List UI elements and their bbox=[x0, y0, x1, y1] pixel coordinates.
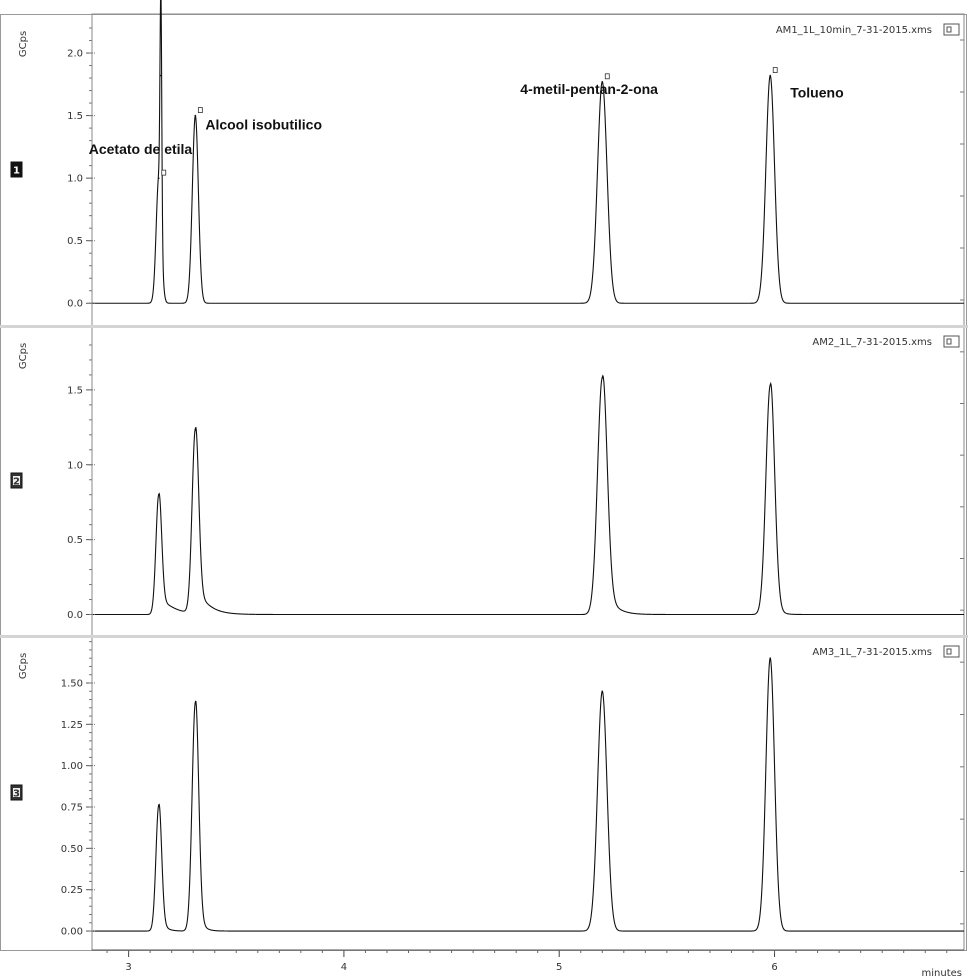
y-tick-label: 0.5 bbox=[67, 535, 83, 546]
y-tick-label: 1.5 bbox=[67, 385, 83, 396]
panel-separator bbox=[0, 635, 968, 638]
trace-badge-inner bbox=[13, 476, 20, 485]
y-tick-label: 0.0 bbox=[67, 610, 83, 621]
y-tick-label: 1.0 bbox=[67, 460, 83, 471]
y-tick-label: 0.25 bbox=[61, 885, 83, 896]
peak-apex bbox=[194, 114, 197, 117]
peak-marker bbox=[161, 169, 167, 176]
y-tick-label: 1.25 bbox=[61, 720, 83, 731]
x-tick-label: 3 bbox=[125, 962, 131, 973]
trace-badge-label: 2 bbox=[13, 477, 20, 488]
trace-badge-label: 1 bbox=[13, 166, 20, 177]
x-tick-label: 5 bbox=[556, 962, 562, 973]
peak-apex bbox=[769, 74, 772, 77]
chromatogram-trace bbox=[92, 0, 964, 304]
y-tick-label: 0.50 bbox=[61, 844, 83, 855]
y-tick-label: 0.00 bbox=[61, 927, 83, 938]
trace-file-name: AM1_1L_10min_7-31-2015.xms bbox=[776, 25, 932, 36]
peak-apex bbox=[194, 702, 197, 704]
x-axis-label: minutes bbox=[922, 968, 962, 979]
chromatogram-trace bbox=[92, 374, 964, 616]
x-tick-label: 6 bbox=[771, 962, 777, 973]
peak-marker bbox=[772, 67, 778, 73]
peak-apex bbox=[194, 429, 197, 432]
chromatogram-trace bbox=[92, 657, 964, 932]
y-tick-label: 1.0 bbox=[67, 174, 83, 185]
y-tick-label: 1.50 bbox=[61, 678, 83, 689]
x-tick-label: 4 bbox=[341, 962, 347, 973]
trace-badge[interactable] bbox=[10, 161, 23, 178]
trace-badge-label: 3 bbox=[13, 789, 20, 800]
trace-badge-inner bbox=[13, 788, 20, 797]
y-tick-label: 1.00 bbox=[61, 761, 83, 772]
expand-panel-icon-inner bbox=[946, 26, 952, 33]
peak-label: Tolueno bbox=[790, 85, 843, 101]
expand-panel-icon-inner bbox=[946, 338, 952, 345]
peak-apex bbox=[601, 690, 604, 693]
y-tick-label: 1.5 bbox=[67, 111, 83, 122]
y-axis-label: GCps bbox=[18, 653, 29, 679]
panel-separator bbox=[0, 325, 968, 328]
peak-label: 4-metil-pentan-2-ona bbox=[520, 81, 658, 97]
peak-apex bbox=[769, 384, 772, 387]
peak-apex bbox=[160, 74, 162, 77]
trace-file-name: AM3_1L_7-31-2015.xms bbox=[812, 647, 932, 658]
peak-apex bbox=[601, 377, 604, 379]
peak-apex bbox=[157, 804, 160, 807]
y-axis-label: GCps bbox=[18, 31, 29, 57]
y-axis-label: GCps bbox=[18, 343, 29, 369]
y-tick-label: 0.75 bbox=[61, 803, 83, 814]
peak-apex bbox=[157, 177, 160, 179]
peak-apex bbox=[157, 493, 160, 496]
y-tick-label: 0.0 bbox=[67, 299, 83, 310]
y-tick-label: 2.0 bbox=[67, 49, 83, 60]
peak-marker bbox=[604, 73, 610, 80]
y-tick-label: 0.5 bbox=[67, 236, 83, 247]
peak-marker bbox=[197, 107, 203, 113]
peak-apex bbox=[769, 657, 772, 659]
peak-label: Acetato de etila bbox=[89, 141, 193, 157]
peak-label: Alcool isobutilico bbox=[205, 117, 322, 133]
expand-panel-icon-inner bbox=[946, 648, 952, 655]
trace-file-name: AM2_1L_7-31-2015.xms bbox=[812, 337, 932, 348]
peak-apex bbox=[601, 81, 604, 83]
